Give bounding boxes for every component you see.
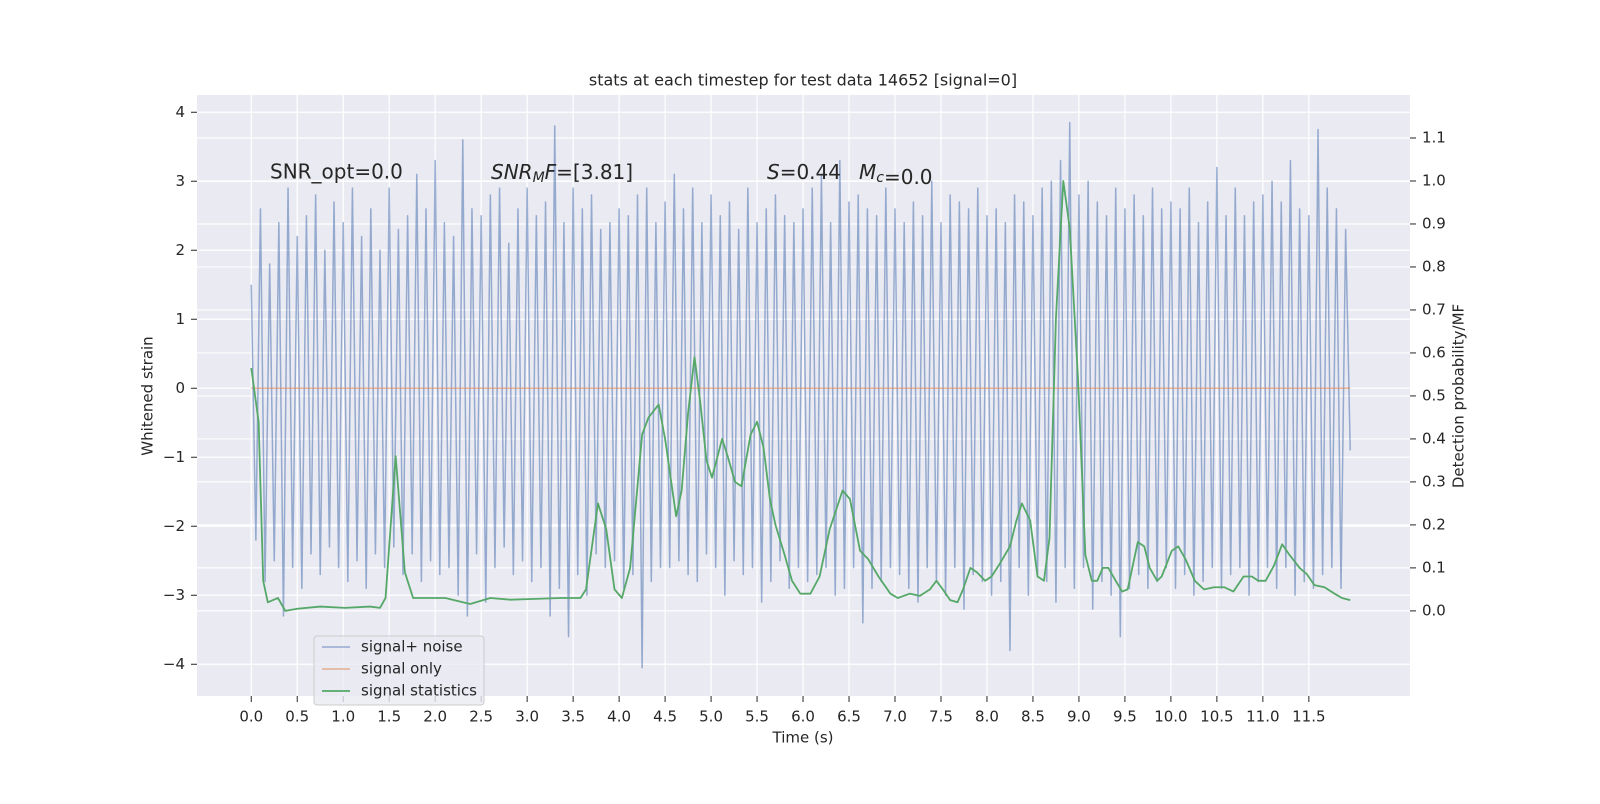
- series-line: [250, 180, 1351, 612]
- x-tick-label: 0.0: [239, 708, 263, 726]
- x-tick-label: 3.0: [515, 708, 539, 726]
- y2-axis-label: Detection probability/MF: [1450, 304, 1468, 488]
- x-tick-label: 9.5: [1113, 708, 1137, 726]
- y-axis-label: Whitened strain: [139, 336, 157, 455]
- x-tick-label: 11.0: [1246, 708, 1279, 726]
- legend-label: signal statistics: [361, 682, 477, 700]
- y2-tick-label: 0.7: [1422, 300, 1446, 318]
- y-tick-label: 0: [175, 379, 185, 397]
- legend-label: signal+ noise: [361, 638, 463, 656]
- y-tick-label: −2: [163, 517, 185, 535]
- ticks: 0.0 0.5 1.0 1.5 2.0 2.5 3.0 3.5 4.0 4.5 5.0 5.5 6.0 6…: [163, 103, 1446, 726]
- legend: signal+ noise signal only signal statistic…: [313, 635, 485, 706]
- y-tick-label: 3: [175, 172, 185, 190]
- x-tick-label: 10.0: [1154, 708, 1187, 726]
- y2-tick-label: 0.5: [1422, 386, 1446, 404]
- y2-tick-label: 0.0: [1422, 601, 1446, 619]
- x-tick-label: 6.5: [837, 708, 861, 726]
- x-tick-label: 1.5: [377, 708, 401, 726]
- x-tick-label: 8.0: [975, 708, 999, 726]
- x-tick-label: 0.5: [285, 708, 309, 726]
- annotation: SNRMF=[3.81]: [491, 160, 633, 187]
- y2-tick-label: 1.0: [1422, 171, 1446, 189]
- y2-tick-label: 0.1: [1422, 558, 1446, 576]
- x-tick-label: 2.5: [469, 708, 493, 726]
- annotation: SNR_opt=0.0: [270, 160, 403, 184]
- x-tick-label: 11.5: [1292, 708, 1325, 726]
- y2-tick-label: 1.1: [1422, 128, 1446, 146]
- annotation: S=0.44: [767, 160, 841, 184]
- y2-tick-label: 0.2: [1422, 515, 1446, 533]
- y2-tick-label: 0.4: [1422, 429, 1446, 447]
- x-axis-label: Time (s): [772, 729, 834, 747]
- legend-box: [313, 635, 485, 706]
- y-tick-label: 1: [175, 310, 185, 328]
- x-tick-label: 2.0: [423, 708, 447, 726]
- x-tick-label: 7.0: [883, 708, 907, 726]
- y2-tick-label: 0.9: [1422, 214, 1446, 232]
- x-tick-label: 5.0: [699, 708, 723, 726]
- y-tick-label: −3: [163, 586, 185, 604]
- x-tick-label: 3.5: [561, 708, 585, 726]
- y2-tick-label: 0.8: [1422, 257, 1446, 275]
- legend-label: signal only: [361, 660, 442, 678]
- x-tick-label: 4.5: [653, 708, 677, 726]
- y2-tick-label: 0.3: [1422, 472, 1446, 490]
- x-tick-label: 1.0: [331, 708, 355, 726]
- x-tick-label: 4.0: [607, 708, 631, 726]
- x-tick-label: 9.0: [1067, 708, 1091, 726]
- y-tick-label: −1: [163, 448, 185, 466]
- x-tick-label: 5.5: [745, 708, 769, 726]
- y2-tick-label: 0.6: [1422, 343, 1446, 361]
- chart-title: stats at each timestep for test data 146…: [589, 71, 1017, 90]
- x-tick-label: 8.5: [1021, 708, 1045, 726]
- y-tick-label: −4: [163, 655, 185, 673]
- x-tick-label: 7.5: [929, 708, 953, 726]
- y-tick-label: 4: [175, 103, 185, 121]
- annotation: Mc=0.0: [859, 160, 933, 189]
- x-tick-label: 10.5: [1200, 708, 1233, 726]
- y-tick-label: 2: [175, 241, 185, 259]
- x-tick-label: 6.0: [791, 708, 815, 726]
